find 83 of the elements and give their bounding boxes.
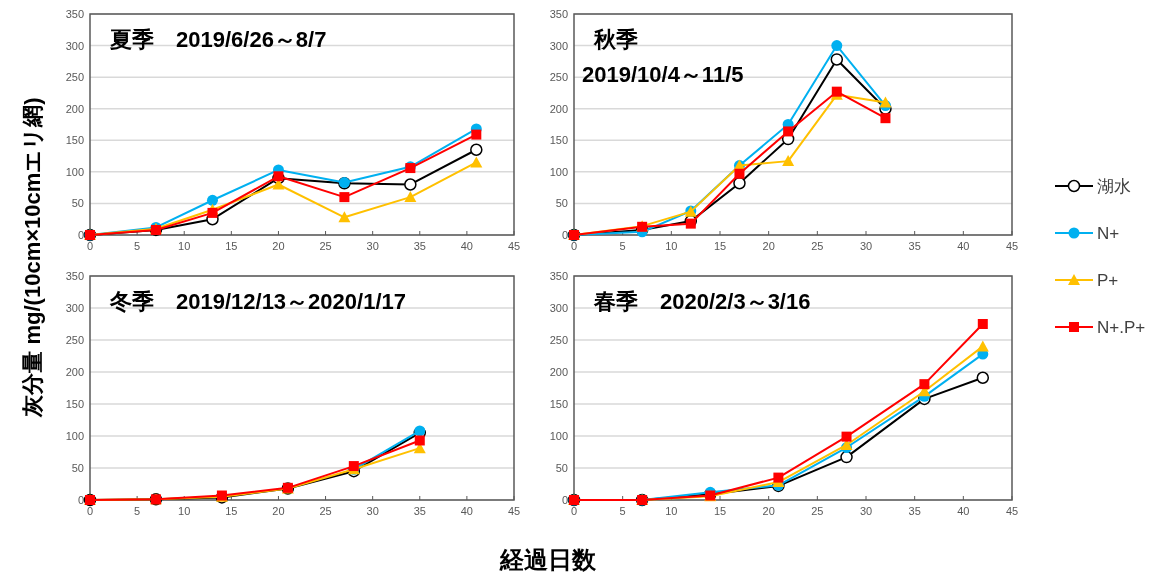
x-tick-label: 25: [811, 505, 824, 517]
x-tick-label: 30: [859, 240, 873, 252]
y-tick-label: 0: [77, 494, 84, 506]
x-tick-label: 35: [908, 240, 921, 252]
y-tick-label: 250: [549, 334, 568, 346]
x-tick-label: 45: [507, 505, 521, 517]
x-tick-label: 25: [319, 505, 332, 517]
x-tick-label: 45: [507, 240, 521, 252]
y-tick-label: 250: [549, 71, 568, 84]
text: 夏季 2019/6/26～8/7: [109, 27, 327, 52]
x-tick-label: 5: [619, 240, 626, 252]
legend-label: N+.P+: [1097, 318, 1146, 337]
legend-label: P+: [1097, 271, 1119, 290]
x-tick-label: 35: [413, 505, 426, 517]
x-tick-label: 0: [86, 240, 94, 252]
y-tick-label: 0: [561, 229, 568, 241]
y-tick-label: 50: [555, 197, 568, 210]
x-tick-label: 20: [272, 505, 285, 517]
y-tick-label: 350: [549, 8, 568, 20]
x-tick-label: 15: [225, 505, 238, 517]
y-tick-label: 100: [65, 165, 84, 178]
x-tick-label: 35: [908, 505, 921, 517]
x-tick-label: 40: [957, 505, 970, 517]
legend-label: N+: [1097, 224, 1120, 243]
y-tick-label: 150: [65, 134, 84, 147]
y-tick-label: 200: [65, 102, 84, 115]
y-tick-label: 0: [77, 229, 84, 241]
text: 2019/10/4～11/5: [582, 62, 744, 87]
y-tick-label: 300: [549, 302, 568, 314]
y-tick-label: 250: [65, 71, 84, 84]
x-tick-label: 10: [178, 240, 191, 252]
x-tick-label: 5: [134, 240, 141, 252]
y-tick-label: 150: [549, 398, 568, 410]
x-tick-label: 15: [713, 240, 727, 252]
x-tick-label: 20: [762, 240, 775, 252]
x-tick-label: 15: [713, 505, 727, 517]
x-tick-label: 30: [366, 505, 379, 517]
text: 冬季 2019/12/13～2020/1/17: [109, 289, 406, 314]
x-tick-label: 40: [460, 505, 474, 517]
x-tick-label: 20: [272, 240, 285, 252]
y-tick-label: 300: [65, 302, 84, 314]
y-tick-label: 50: [71, 462, 84, 474]
x-tick-label: 40: [460, 240, 474, 252]
x-tick-label: 20: [762, 505, 775, 517]
y-tick-label: 50: [71, 197, 84, 210]
y-tick-label: 350: [65, 8, 84, 20]
x-tick-label: 0: [570, 505, 578, 517]
x-tick-label: 35: [413, 240, 426, 252]
y-tick-label: 200: [549, 102, 568, 115]
y-tick-label: 150: [65, 398, 84, 410]
x-tick-label: 10: [665, 505, 678, 517]
x-tick-label: 45: [1005, 240, 1019, 252]
y-axis-title: 灰分量 mg/(10cm×10cmエリ網): [20, 97, 45, 418]
x-tick-label: 0: [86, 505, 94, 517]
legend-label: 湖水: [1097, 177, 1131, 196]
x-tick-label: 5: [619, 505, 626, 517]
x-tick-label: 5: [134, 505, 141, 517]
y-tick-label: 200: [65, 366, 84, 378]
y-tick-label: 250: [65, 334, 84, 346]
x-tick-label: 40: [957, 240, 970, 252]
y-tick-label: 350: [549, 270, 568, 282]
y-tick-label: 300: [549, 39, 568, 52]
x-tick-label: 45: [1005, 505, 1019, 517]
x-tick-label: 10: [665, 240, 678, 252]
y-tick-label: 300: [65, 39, 84, 52]
y-tick-label: 50: [555, 462, 568, 474]
x-tick-label: 25: [319, 240, 332, 252]
y-tick-label: 150: [549, 134, 568, 147]
x-tick-label: 15: [225, 240, 238, 252]
x-tick-label: 25: [811, 240, 824, 252]
x-tick-label: 30: [366, 240, 379, 252]
y-tick-label: 100: [549, 430, 568, 442]
y-tick-label: 200: [549, 366, 568, 378]
y-tick-label: 350: [65, 270, 84, 282]
text: 春季 2020/2/3～3/16: [593, 289, 811, 314]
y-tick-label: 100: [549, 165, 568, 178]
x-tick-label: 30: [859, 505, 873, 517]
y-tick-label: 100: [65, 430, 84, 442]
x-axis-title: 経過日数: [499, 546, 597, 573]
y-tick-label: 0: [561, 494, 568, 506]
text: 秋季: [593, 27, 638, 52]
x-tick-label: 0: [570, 240, 578, 252]
x-tick-label: 10: [178, 505, 191, 517]
